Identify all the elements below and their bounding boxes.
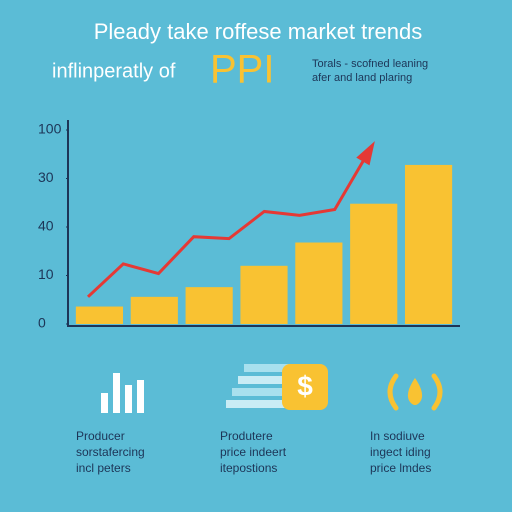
y-tick-label: 0 [38, 315, 46, 331]
note-line: afer and land plaring [312, 72, 412, 84]
feature-caption: Produtere [220, 429, 273, 443]
feature-caption: price indeert [220, 445, 287, 459]
trend-line [86, 148, 372, 298]
feature-caption: ingect iding [370, 445, 431, 459]
y-tick-label: 100 [38, 121, 62, 137]
bar [130, 296, 178, 324]
bar [350, 203, 398, 324]
feature-caption: incl peters [76, 461, 131, 475]
bar [295, 242, 343, 324]
bar [75, 306, 124, 324]
feature-caption: sorstafercing [76, 445, 145, 459]
feature-caption: itepostions [220, 461, 277, 475]
price-icon: $ [226, 364, 328, 410]
trend-arrow [356, 141, 375, 166]
highlight: PPI [210, 48, 274, 92]
feature-caption: In sodiuve [370, 429, 425, 443]
bar [185, 287, 233, 324]
feature-caption: price lmdes [370, 461, 431, 475]
bar [404, 164, 453, 324]
y-tick-label: 10 [38, 266, 54, 282]
bar-icon [101, 373, 144, 413]
drop-icon [387, 373, 443, 411]
subtitle: inflinperatly of [52, 60, 176, 82]
bar [240, 265, 288, 324]
svg-text:$: $ [297, 370, 313, 401]
y-tick-label: 40 [38, 218, 54, 234]
note-line: Torals - scofned leaning [312, 58, 428, 70]
feature-caption: Producer [76, 429, 125, 443]
title: Pleady take roffese market trends [94, 19, 423, 44]
y-tick-label: 30 [38, 169, 54, 185]
